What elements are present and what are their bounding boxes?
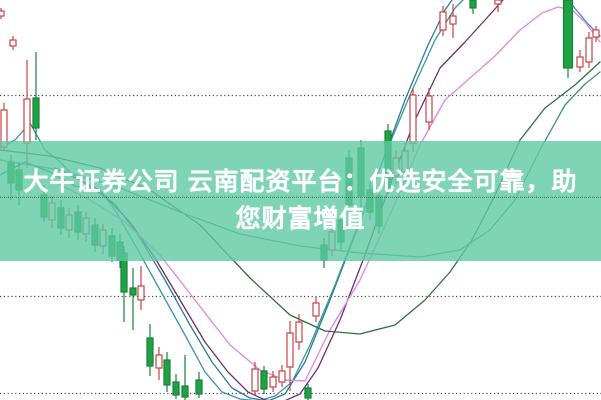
gridline-through-banner: [0, 196, 601, 198]
promo-banner-overlay: 大牛证券公司 云南配资平台：优选安全可靠，助 您财富增值: [0, 141, 601, 261]
promo-banner-text-line1: 大牛证券公司 云南配资平台：优选安全可靠，助: [23, 168, 578, 196]
promo-banner-text-line2: 您财富增值: [235, 205, 366, 233]
